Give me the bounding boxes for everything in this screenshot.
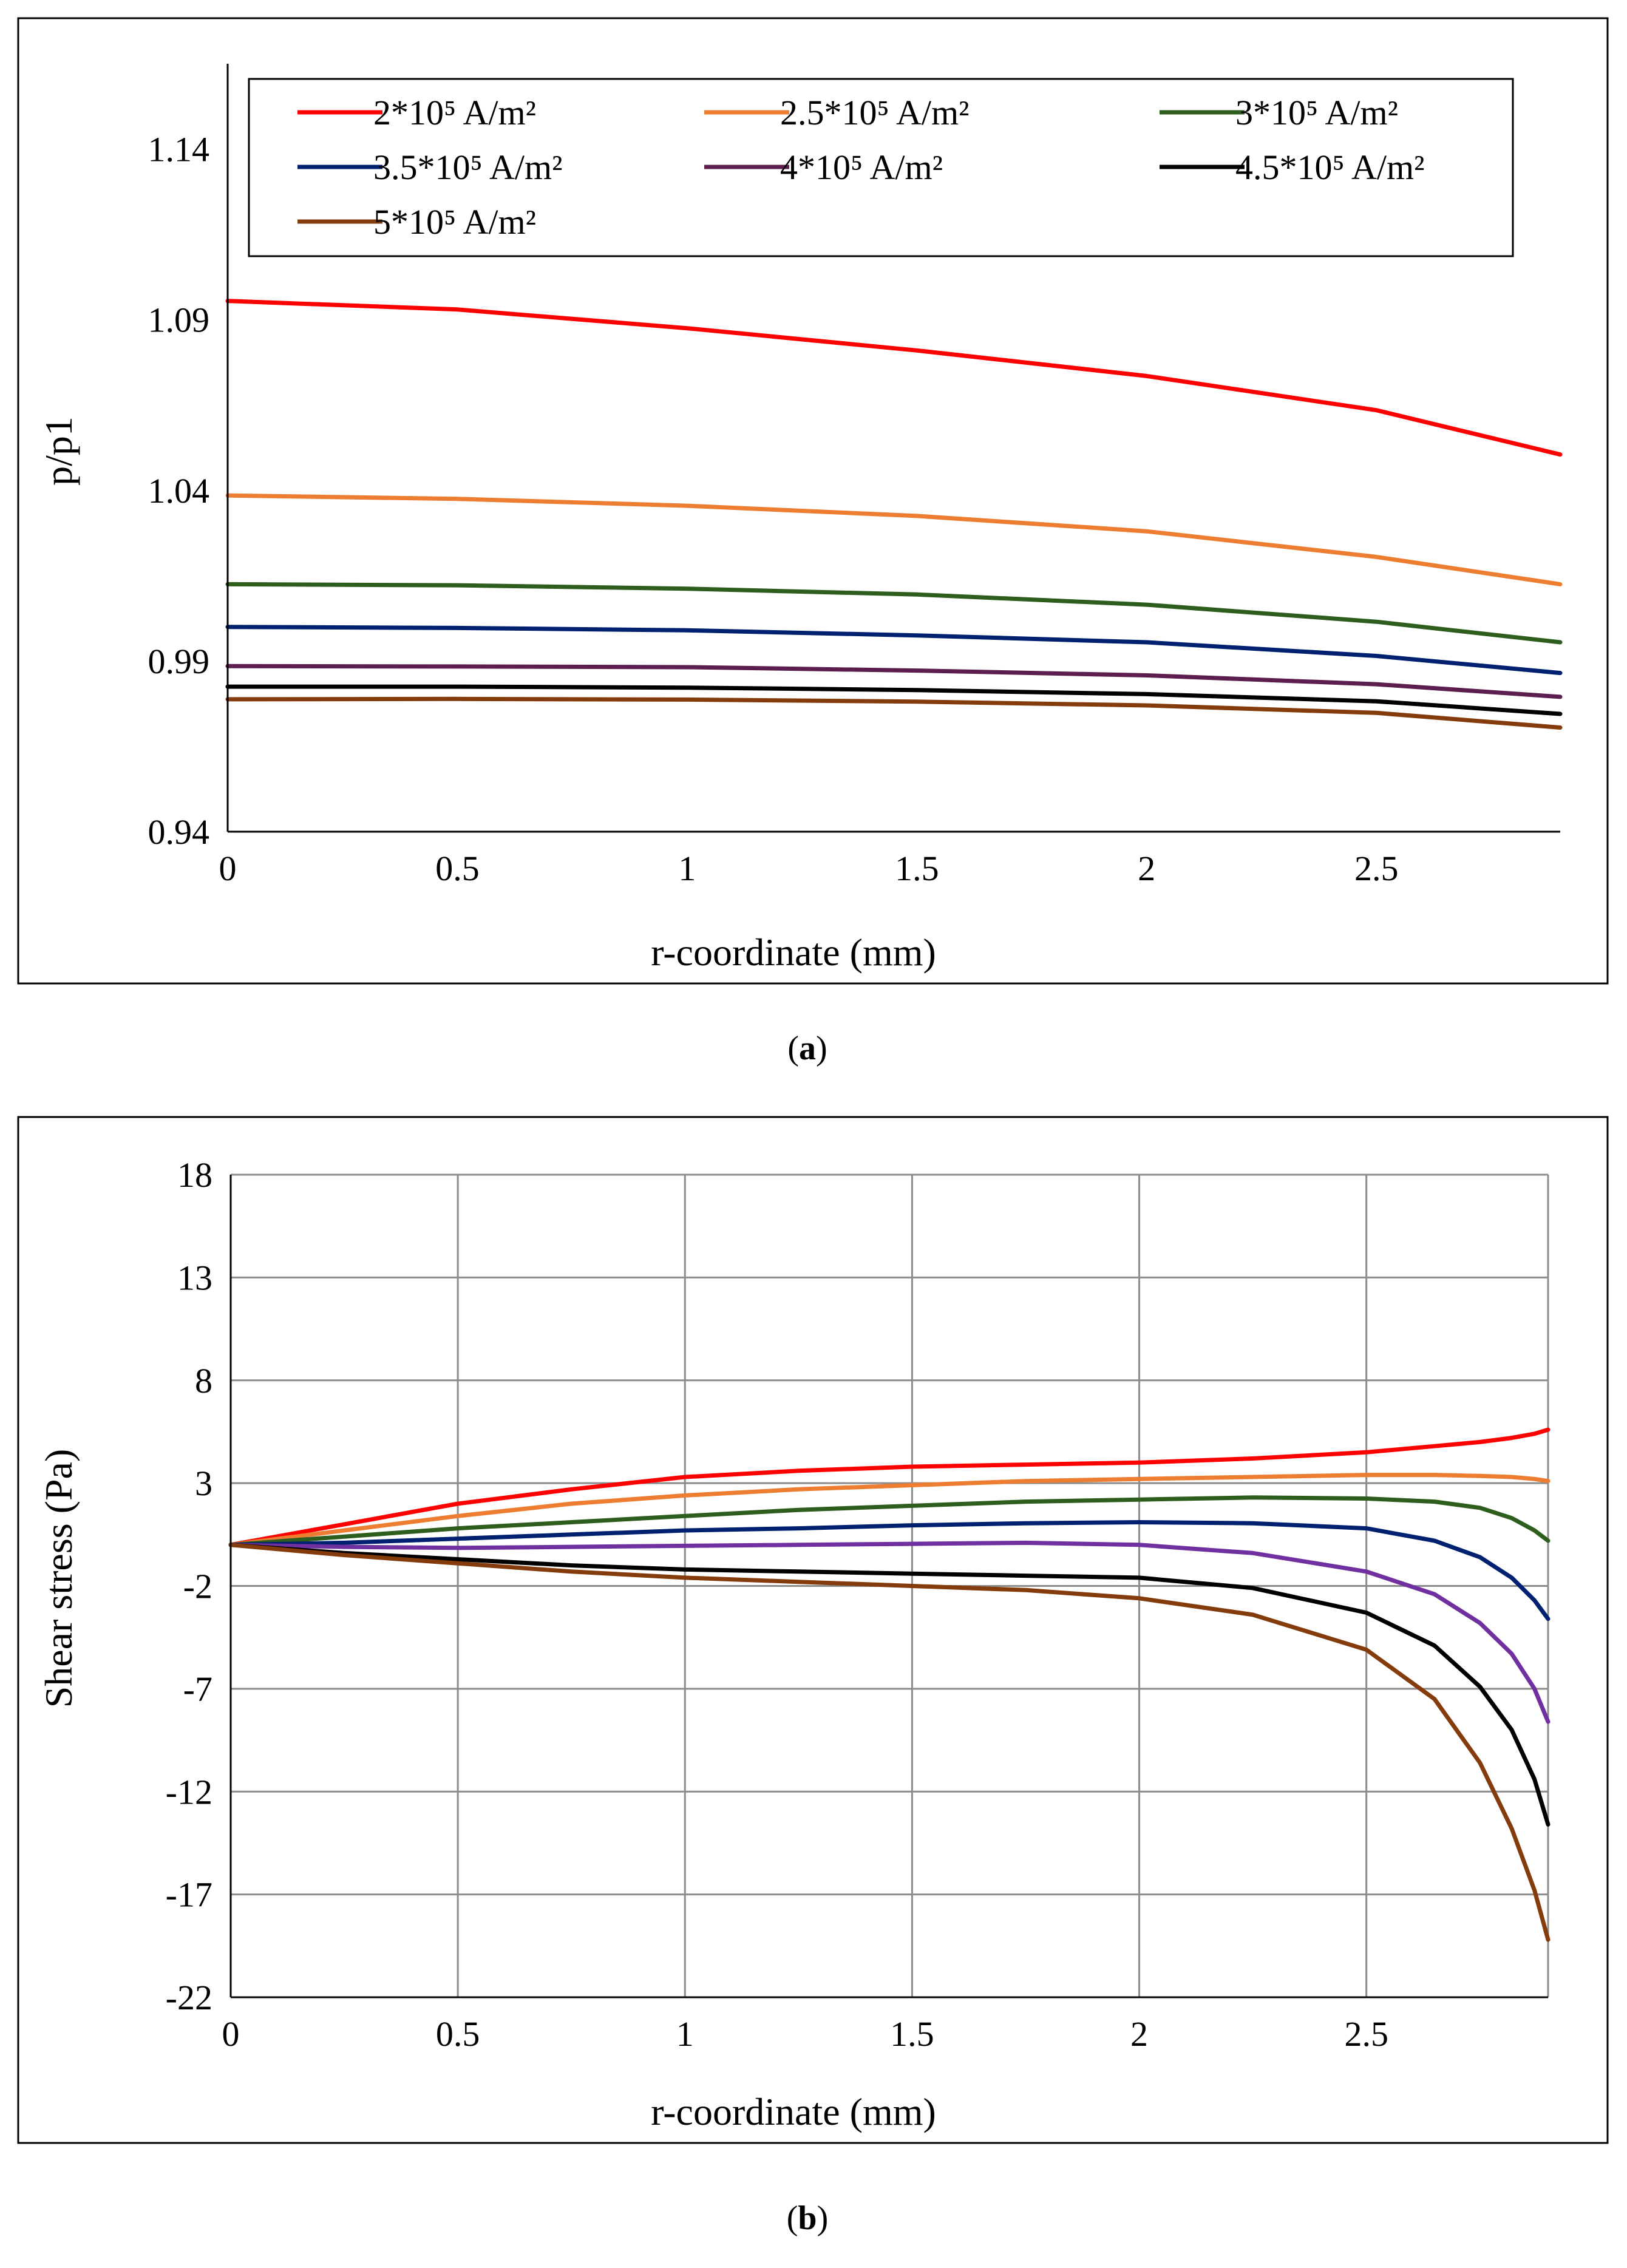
b-y-tick-label: -12: [166, 1772, 212, 1811]
b-series-line-6: [228, 1543, 1551, 1827]
b-series-line-1: [228, 1427, 1551, 1547]
panel-a-pressure-chart: 0 0.5 1 1.5 2 2.5 0.94 0.99 1.04 1.09 1.14 r-coor…: [17, 17, 1609, 985]
b-x-tick-label: 0.5: [436, 2014, 480, 2054]
panel-a-caption-letter: a: [799, 1030, 816, 1067]
b-x-tick-label: 0: [222, 2014, 240, 2054]
b-y-tick-label: -17: [166, 1875, 212, 1915]
a-series-line-2: [225, 493, 1563, 586]
a-series-line-6: [225, 684, 1563, 716]
legend-label-4: 3.5*10⁵ A/m²: [373, 148, 563, 187]
a-series-line-7: [225, 696, 1563, 730]
panel-b-caption-letter: b: [798, 2199, 817, 2237]
panel-a-legend: 2*10⁵ A/m² 2.5*10⁵ A/m² 3*10⁵ A/m² 3.5*10⁵ …: [248, 78, 1514, 257]
b-y-tick-label: -7: [183, 1669, 212, 1709]
a-y-tick-label: 1.09: [148, 300, 210, 340]
a-series-line-4: [225, 625, 1563, 676]
b-y-tick-label: 3: [195, 1464, 212, 1503]
a-y-tick-label: 0.99: [148, 642, 210, 681]
a-x-tick-label: 0: [219, 849, 237, 888]
legend-label-5: 4*10⁵ A/m²: [780, 148, 943, 187]
panel-b-shear-stress-chart: 0 0.5 1 1.5 2 2.5 -22 -17 -12 -7 -2 3 8 13 18 r-coord…: [17, 1116, 1609, 2144]
b-x-tick-label: 1: [676, 2014, 694, 2054]
b-x-tick-label: 2.5: [1344, 2014, 1388, 2054]
b-series-line-5: [228, 1540, 1551, 1724]
legend-label-1: 2*10⁵ A/m²: [373, 93, 536, 132]
panel-b-series-group: [228, 1427, 1551, 1942]
b-y-tick-label: -22: [166, 1978, 212, 2017]
b-series-line-4: [228, 1520, 1551, 1621]
panel-b-y-tick-labels: -22 -17 -12 -7 -2 3 8 13 18: [166, 1155, 212, 2017]
a-x-tick-label: 2.5: [1354, 849, 1399, 888]
a-y-tick-label: 0.94: [148, 812, 210, 852]
panel-b-caption: (b): [787, 2199, 828, 2237]
panel-a-x-axis-title: r-coordinate (mm): [651, 931, 936, 974]
panel-b-x-axis-title: r-coordinate (mm): [651, 2090, 936, 2133]
a-series-line-3: [225, 582, 1563, 645]
b-x-tick-label: 2: [1130, 2014, 1148, 2054]
panel-a-y-tick-labels: 0.94 0.99 1.04 1.09 1.14: [148, 130, 210, 852]
a-series-line-5: [225, 664, 1563, 699]
panel-b-frame: [17, 1116, 1609, 2144]
a-x-tick-label: 1: [678, 849, 696, 888]
panel-b-y-axis-title: Shear stress (Pa): [37, 1449, 80, 1708]
a-x-tick-label: 0.5: [435, 849, 480, 888]
panel-b-x-tick-labels: 0 0.5 1 1.5 2 2.5: [222, 2014, 1388, 2054]
a-x-tick-label: 1.5: [895, 849, 939, 888]
legend-label-3: 3*10⁵ A/m²: [1235, 93, 1398, 132]
panel-a-y-axis-title: p/p1: [37, 416, 80, 486]
a-y-tick-label: 1.04: [148, 471, 210, 511]
a-x-tick-label: 2: [1138, 849, 1155, 888]
legend-label-2: 2.5*10⁵ A/m²: [780, 93, 970, 132]
b-y-tick-label: 13: [177, 1258, 212, 1297]
a-y-tick-label: 1.14: [148, 130, 210, 169]
panel-a-caption: (a): [787, 1030, 827, 1067]
a-series-line-1: [225, 299, 1563, 457]
panel-a-x-tick-labels: 0 0.5 1 1.5 2 2.5: [219, 849, 1399, 888]
b-series-line-7: [228, 1543, 1551, 1942]
legend-label-7: 5*10⁵ A/m²: [373, 202, 536, 242]
legend-label-6: 4.5*10⁵ A/m²: [1235, 148, 1425, 187]
b-series-line-2: [228, 1473, 1551, 1547]
b-y-tick-label: -2: [183, 1567, 212, 1606]
b-x-tick-label: 1.5: [890, 2014, 934, 2054]
b-series-line-3: [228, 1495, 1551, 1547]
legend-box: [248, 78, 1514, 257]
panel-a-series-group: [225, 299, 1563, 730]
b-y-tick-label: 18: [177, 1155, 212, 1195]
b-y-tick-label: 8: [195, 1361, 212, 1401]
